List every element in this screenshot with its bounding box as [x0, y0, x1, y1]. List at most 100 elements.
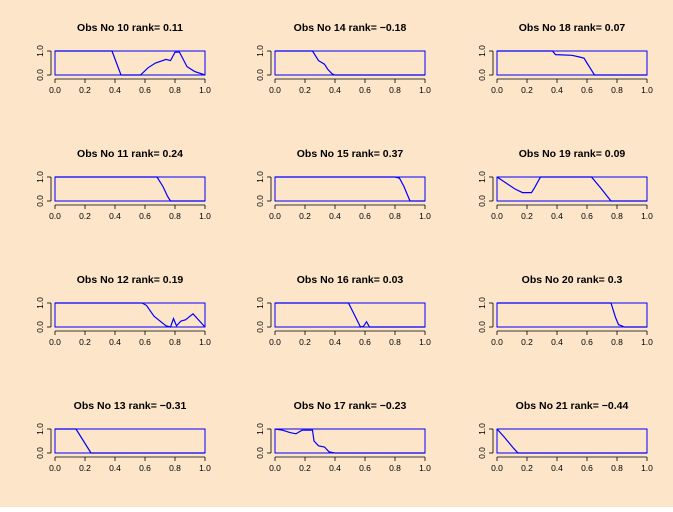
- y-tick-label: 0.0: [477, 321, 487, 333]
- y-tick-label: 1.0: [255, 171, 265, 183]
- x-tick-label: 0.6: [139, 85, 151, 95]
- series-line: [55, 50, 206, 76]
- panel-frame: [274, 302, 426, 328]
- x-tick-label: 0.0: [491, 85, 503, 95]
- panel-title: Obs No 11 rank= 0.24: [77, 148, 183, 160]
- y-tick-label: 0.0: [35, 195, 45, 207]
- series-line: [275, 176, 425, 202]
- x-tick-label: 1.0: [199, 463, 211, 473]
- y-tick-label: 1.0: [255, 297, 265, 309]
- series-line: [497, 50, 647, 76]
- panel-frame: [54, 50, 206, 76]
- panel-title: Obs No 20 rank= 0.3: [522, 274, 623, 286]
- x-tick-label: 0.0: [269, 211, 281, 221]
- x-tick-label: 0.2: [299, 337, 311, 347]
- panel-frame: [496, 302, 648, 328]
- x-tick-label: 0.8: [169, 211, 181, 221]
- x-tick-label: 0.2: [79, 463, 91, 473]
- y-tick-label: 0.0: [477, 195, 487, 207]
- x-tick-label: 0.6: [359, 211, 371, 221]
- x-tick-label: 0.8: [611, 337, 623, 347]
- x-tick-label: 0.0: [269, 337, 281, 347]
- x-tick-label: 0.2: [521, 85, 533, 95]
- x-tick-label: 1.0: [419, 463, 431, 473]
- x-tick-label: 1.0: [419, 211, 431, 221]
- x-tick-label: 0.8: [169, 463, 181, 473]
- x-tick-label: 0.0: [269, 85, 281, 95]
- x-tick-label: 0.8: [389, 211, 401, 221]
- x-tick-label: 0.6: [139, 463, 151, 473]
- x-tick-label: 0.2: [299, 85, 311, 95]
- x-tick-label: 0.8: [389, 463, 401, 473]
- x-tick-label: 0.2: [79, 85, 91, 95]
- x-tick-label: 0.0: [491, 337, 503, 347]
- panel-title: Obs No 14 rank= −0.18: [294, 22, 407, 34]
- x-tick-label: 0.2: [521, 463, 533, 473]
- panel-frame: [496, 50, 648, 76]
- x-tick-label: 0.6: [581, 463, 593, 473]
- x-tick-label: 0.8: [169, 85, 181, 95]
- series-line: [275, 50, 425, 76]
- x-tick-label: 0.2: [299, 463, 311, 473]
- x-tick-label: 1.0: [419, 85, 431, 95]
- x-tick-label: 0.2: [521, 211, 533, 221]
- x-tick-label: 0.0: [491, 211, 503, 221]
- x-tick-label: 0.0: [491, 463, 503, 473]
- x-tick-label: 0.8: [611, 463, 623, 473]
- y-tick-label: 0.0: [255, 195, 265, 207]
- panel-title: Obs No 10 rank= 0.11: [77, 22, 183, 34]
- y-tick-label: 1.0: [477, 297, 487, 309]
- series-line: [55, 176, 205, 202]
- y-tick-label: 1.0: [35, 171, 45, 183]
- x-tick-label: 0.4: [551, 85, 563, 95]
- x-tick-label: 0.4: [329, 337, 341, 347]
- x-tick-label: 0.2: [79, 211, 91, 221]
- y-tick-label: 1.0: [35, 45, 45, 57]
- series-line: [55, 302, 206, 328]
- x-tick-label: 1.0: [641, 337, 653, 347]
- panel-title: Obs No 15 rank= 0.37: [297, 148, 404, 160]
- x-tick-label: 0.0: [49, 463, 61, 473]
- x-tick-label: 0.4: [551, 211, 563, 221]
- y-tick-label: 1.0: [35, 423, 45, 435]
- x-tick-label: 0.0: [49, 337, 61, 347]
- y-tick-label: 1.0: [477, 45, 487, 57]
- y-tick-label: 0.0: [255, 447, 265, 459]
- x-tick-label: 0.2: [79, 337, 91, 347]
- x-tick-label: 0.6: [359, 337, 371, 347]
- panel-frame: [274, 176, 426, 202]
- panel-frame: [54, 428, 206, 454]
- panel-frame: [496, 428, 648, 454]
- panel-title: Obs No 17 rank= −0.23: [294, 400, 407, 412]
- x-tick-label: 0.4: [329, 211, 341, 221]
- panel-title: Obs No 21 rank= −0.44: [516, 400, 629, 412]
- y-tick-label: 1.0: [35, 297, 45, 309]
- x-tick-label: 0.0: [49, 211, 61, 221]
- y-tick-label: 0.0: [35, 321, 45, 333]
- x-tick-label: 0.4: [109, 211, 121, 221]
- x-tick-label: 0.4: [329, 85, 341, 95]
- y-tick-label: 0.0: [255, 321, 265, 333]
- series-line: [275, 302, 425, 328]
- x-tick-label: 0.4: [109, 463, 121, 473]
- x-tick-label: 0.2: [521, 337, 533, 347]
- x-tick-label: 0.4: [329, 463, 341, 473]
- series-line: [496, 176, 647, 202]
- x-tick-label: 0.6: [359, 463, 371, 473]
- y-tick-label: 0.0: [35, 447, 45, 459]
- y-tick-label: 1.0: [255, 45, 265, 57]
- x-tick-label: 0.8: [611, 85, 623, 95]
- y-tick-label: 1.0: [255, 423, 265, 435]
- y-tick-label: 1.0: [477, 171, 487, 183]
- x-tick-label: 0.4: [551, 337, 563, 347]
- panel-frame: [496, 176, 648, 202]
- y-tick-label: 0.0: [35, 69, 45, 81]
- x-tick-label: 0.6: [359, 85, 371, 95]
- y-tick-label: 0.0: [477, 69, 487, 81]
- panel-title: Obs No 19 rank= 0.09: [519, 148, 626, 160]
- series-line: [55, 428, 205, 454]
- x-tick-label: 0.4: [109, 85, 121, 95]
- x-tick-label: 0.0: [269, 463, 281, 473]
